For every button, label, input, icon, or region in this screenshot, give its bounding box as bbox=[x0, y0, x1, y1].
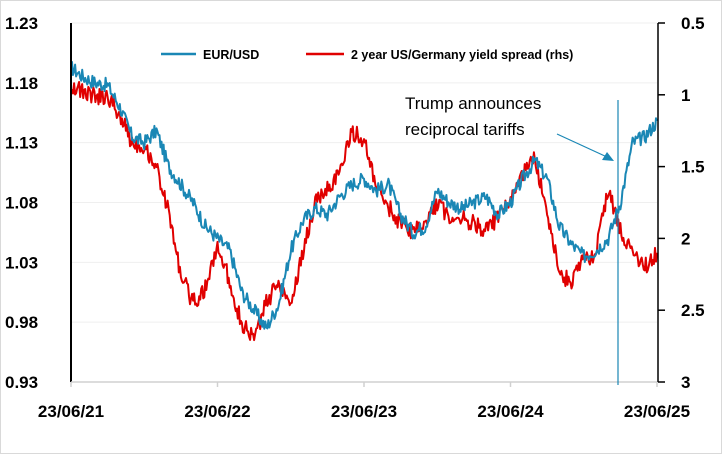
x-tick-label: 23/06/22 bbox=[184, 402, 250, 421]
x-tick-label: 23/06/25 bbox=[624, 402, 690, 421]
series-yield-spread-line bbox=[71, 82, 657, 340]
ticks: 1.23 1.18 1.13 1.08 1.03 0.98 0.93 0.5 1 1.5 2 2.5 3… bbox=[5, 14, 705, 421]
y-right-tick-label: 2.5 bbox=[681, 301, 705, 320]
y-right-tick-label: 0.5 bbox=[681, 14, 705, 33]
y-left-tick-label: 1.18 bbox=[5, 74, 38, 93]
x-tick-label: 23/06/21 bbox=[38, 402, 104, 421]
legend-label-yield-spread: 2 year US/Germany yield spread (rhs) bbox=[351, 48, 573, 62]
legend: EUR/USD 2 year US/Germany yield spread (… bbox=[161, 48, 573, 62]
y-left-tick-label: 1.03 bbox=[5, 253, 38, 272]
y-left-tick-label: 1.23 bbox=[5, 14, 38, 33]
series-layer bbox=[71, 62, 657, 340]
x-tick-label: 23/06/24 bbox=[477, 402, 544, 421]
annotation-arrow bbox=[557, 134, 607, 157]
x-tick-label: 23/06/23 bbox=[331, 402, 397, 421]
series-eurusd-line bbox=[71, 62, 657, 329]
annotation-tariffs: Trump announces reciprocal tariffs bbox=[405, 94, 618, 385]
y-left-tick-label: 0.93 bbox=[5, 373, 38, 392]
annotation-text-line-2: reciprocal tariffs bbox=[405, 120, 525, 139]
y-right-tick-label: 1 bbox=[681, 86, 690, 105]
y-right-tick-label: 3 bbox=[681, 373, 690, 392]
y-right-tick-label: 2 bbox=[681, 229, 690, 248]
y-right-tick-label: 1.5 bbox=[681, 158, 705, 177]
y-left-tick-label: 1.13 bbox=[5, 134, 38, 153]
annotation-text-line-1: Trump announces bbox=[405, 94, 541, 113]
y-left-tick-label: 0.98 bbox=[5, 313, 38, 332]
legend-label-eurusd: EUR/USD bbox=[203, 48, 259, 62]
annotation-arrow-head bbox=[602, 152, 614, 161]
y-left-tick-label: 1.08 bbox=[5, 194, 38, 213]
